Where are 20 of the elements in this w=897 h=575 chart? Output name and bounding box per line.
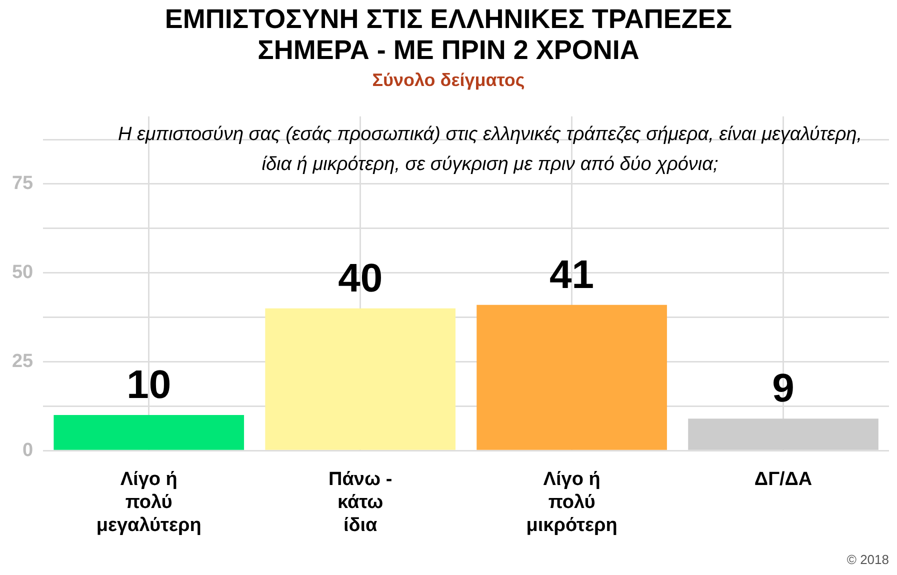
bar (476, 304, 667, 450)
x-tick-label: Λίγο ή πολύ μικρότερη (526, 469, 618, 536)
y-tick-label: 0 (22, 440, 34, 461)
bar (688, 418, 878, 450)
bar (54, 415, 244, 450)
data-label: 40 (338, 256, 383, 300)
x-tick-label: Πάνω - κάτω ίδια (328, 469, 392, 536)
x-tick-label: Λίγο ή πολύ μεγαλύτερη (96, 469, 202, 536)
y-tick-label: 50 (12, 262, 34, 284)
y-tick-label: 75 (12, 173, 34, 194)
data-label: 10 (126, 363, 172, 408)
text: © 2018 (846, 552, 889, 567)
annotation: Η εμπιστοσύνη σας (εσάς προσωπικά) στις ελληνικές τράπεζες σήμερα, είναι μεγαλύτερη, ίδια ή μικρότερη, σε σύγκριση με πριν από δύο χρόνια; (116, 123, 864, 177)
chart-subtitle: Σύνολο δείγματος (371, 70, 526, 91)
data-label: 41 (550, 252, 594, 297)
data-label: 9 (772, 366, 794, 411)
y-tick-label: 25 (12, 350, 34, 372)
chart-title: ΕΜΠΙΣΤΟΣΥΝΗ ΣΤΙΣ ΕΛΛΗΝΙΚΕΣ ΤΡΑΠΕΖΕΣ ΣΗΜΕΡΑ - ΜΕ ΠΡΙΝ 2 ΧΡΟΝΙΑ (164, 4, 734, 66)
bar (265, 308, 456, 450)
x-tick-label: ΔΓ/ΔΑ (754, 469, 812, 490)
